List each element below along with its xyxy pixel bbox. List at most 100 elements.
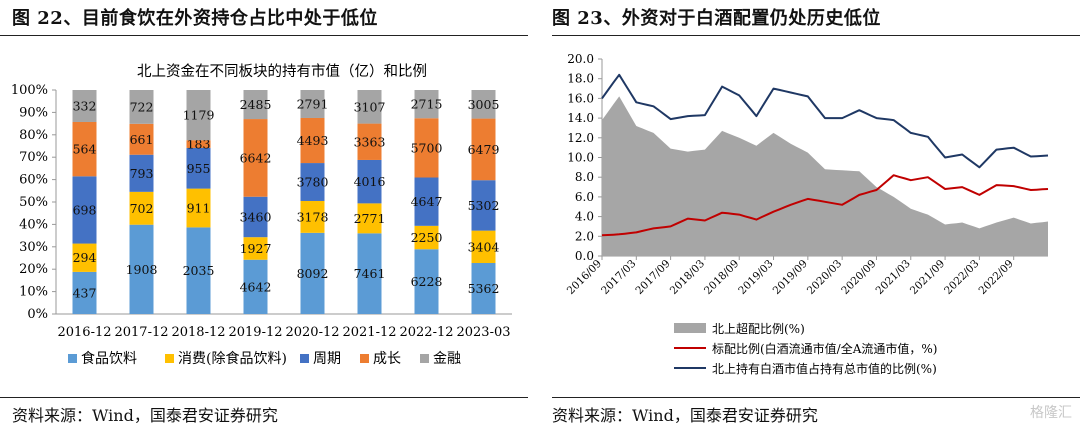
line-series	[601, 73, 1049, 169]
y-tick-label: 50%	[19, 195, 48, 210]
legend-label: 金融	[433, 351, 461, 367]
legend-label: 消费(除食品饮料)	[178, 350, 287, 367]
x-tick-label: 2018/03	[668, 258, 707, 297]
bar-segment	[243, 90, 268, 120]
bar-data-label: 2771	[354, 211, 386, 226]
y-tick-label: 20%	[19, 262, 48, 277]
bar-segment	[300, 117, 325, 164]
bar-segment	[243, 259, 268, 314]
bar-segment	[243, 196, 268, 238]
bar-data-label: 3005	[468, 97, 500, 112]
bar-data-label: 437	[73, 285, 97, 300]
bar-segment	[72, 90, 97, 122]
bar-segment	[357, 90, 382, 124]
legend-label: 周期	[313, 351, 341, 367]
bar-segment	[414, 225, 439, 250]
legend-label: 北上持有白酒市值占持有总市值的比例(%)	[712, 361, 937, 376]
bar-segment	[471, 263, 496, 314]
bar-data-label: 3460	[240, 209, 272, 224]
bar-data-label: 2250	[411, 230, 443, 245]
bar-data-label: 661	[130, 132, 154, 147]
x-tick-label: 2020/09	[839, 258, 878, 297]
bar-data-label: 4493	[297, 133, 329, 148]
right-title-rule	[552, 35, 1080, 36]
y-tick-label: 12.0	[567, 131, 594, 145]
x-tick-label: 2019/03	[736, 258, 775, 297]
bar-segment	[129, 90, 154, 124]
bar-segment	[186, 140, 211, 148]
bar-data-label: 698	[73, 202, 97, 217]
bar-segment	[243, 237, 268, 260]
x-tick-label: 2016/09	[565, 258, 604, 297]
bar-segment	[186, 147, 211, 189]
y-tick-label: 0%	[27, 307, 48, 322]
x-tick-label: 2016-12	[57, 325, 111, 340]
y-tick-label: 4.0	[575, 210, 594, 224]
y-tick-label: 18.0	[567, 72, 594, 86]
y-tick-label: 40%	[19, 217, 48, 232]
left-source-rule	[0, 397, 528, 398]
bar-segment	[300, 200, 325, 233]
legend-swatch	[165, 354, 174, 363]
bar-data-label: 3780	[297, 175, 329, 190]
bar-segment	[300, 232, 325, 314]
x-tick-label: 2021-12	[342, 325, 396, 340]
y-tick-label: 90%	[19, 105, 48, 120]
bar-segment	[300, 90, 325, 118]
y-tick-label: 16.0	[567, 91, 594, 105]
y-tick-label: 8.0	[575, 170, 594, 184]
bar-data-label: 5362	[468, 281, 500, 296]
bar-segment	[414, 249, 439, 314]
bar-segment	[357, 233, 382, 314]
bar-data-label: 6642	[240, 150, 272, 165]
bar-data-label: 702	[130, 201, 154, 216]
bar-segment	[129, 191, 154, 225]
y-tick-label: 0.0	[575, 249, 594, 263]
bar-data-label: 3107	[354, 99, 386, 114]
bar-segment	[471, 180, 496, 231]
bar-data-label: 955	[187, 161, 211, 176]
x-tick-label: 2022/03	[942, 258, 981, 297]
x-tick-label: 2022/09	[976, 258, 1015, 297]
legend-swatch	[420, 354, 429, 363]
bar-data-label: 183	[187, 137, 211, 152]
x-tick-label: 2021/03	[874, 258, 913, 297]
bar-segment	[186, 90, 211, 141]
bar-data-label: 3363	[354, 134, 386, 149]
area-series-overweight	[602, 96, 1048, 257]
line-series	[601, 174, 1049, 237]
watermark-logo: 格隆汇	[1030, 405, 1072, 421]
left-figure-title: 图 22、目前食饮在外资持仓占比中处于低位	[12, 8, 378, 29]
bar-segment	[471, 90, 496, 119]
bar-data-label: 4647	[411, 194, 443, 209]
bar-segment	[300, 163, 325, 201]
right-source-rule	[552, 397, 1080, 398]
y-tick-label: 70%	[19, 150, 48, 165]
bar-data-label: 3178	[297, 209, 329, 224]
bar-data-label: 564	[73, 142, 97, 157]
y-tick-label: 30%	[19, 240, 48, 255]
bar-data-label: 793	[130, 166, 154, 181]
bar-data-label: 5302	[468, 198, 500, 213]
left-title-rule	[0, 35, 528, 36]
bar-data-label: 332	[73, 98, 97, 113]
area-line-chart: 0.02.04.06.08.010.012.014.016.018.020.0 …	[565, 52, 1049, 376]
y-tick-label: 80%	[19, 128, 48, 143]
bar-segment	[414, 177, 439, 226]
y-tick-label: 10.0	[567, 151, 594, 165]
legend-label: 北上超配比例(%)	[712, 321, 805, 336]
x-tick-label: 2021/09	[908, 258, 947, 297]
y-tick-label: 20.0	[567, 52, 594, 66]
right-source-text: 资料来源：Wind，国泰君安证券研究	[552, 406, 818, 425]
bar-data-label: 3404	[468, 239, 500, 254]
bar-segment	[357, 123, 382, 160]
legend-swatch	[68, 354, 77, 363]
legend-swatch	[300, 354, 309, 363]
bar-segment	[471, 118, 496, 181]
bar-data-label: 2715	[411, 97, 443, 112]
bar-segment	[243, 119, 268, 197]
bar-segment	[414, 118, 439, 178]
bar-segment	[357, 159, 382, 204]
x-tick-label: 2020/03	[805, 258, 844, 297]
y-tick-label: 100%	[11, 83, 48, 98]
